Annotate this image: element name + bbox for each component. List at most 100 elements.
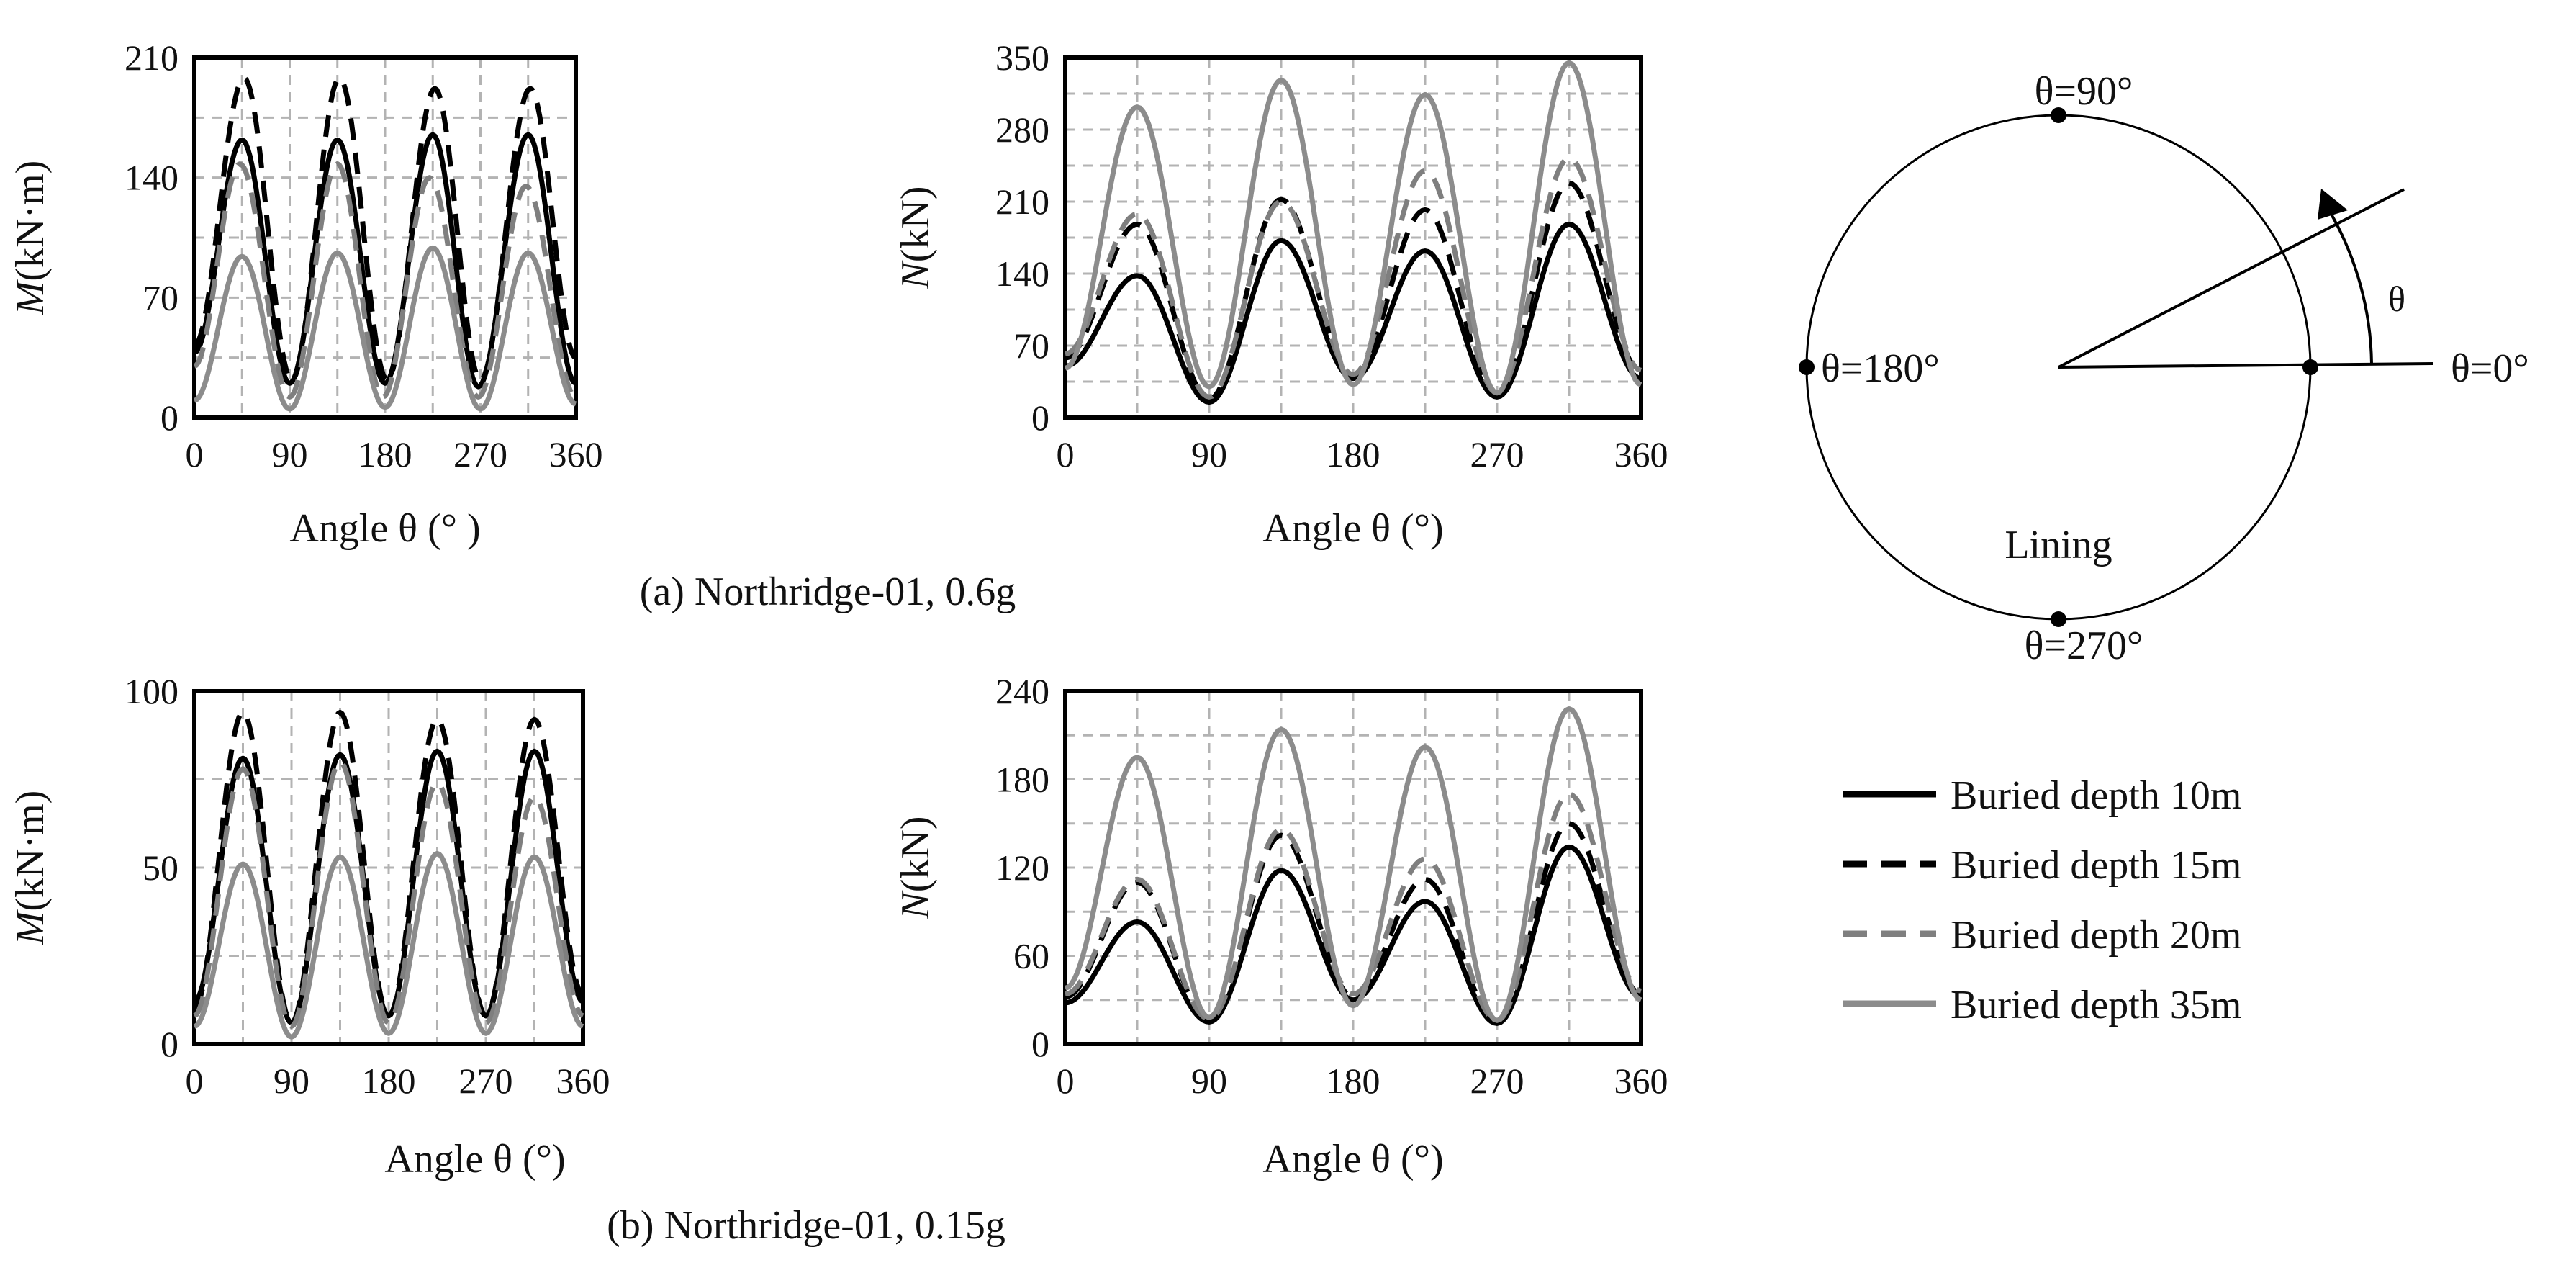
y-tick-label: 0 bbox=[161, 397, 178, 438]
y-tick-label: 0 bbox=[1031, 1024, 1049, 1064]
y-tick-label: 0 bbox=[161, 1024, 178, 1064]
legend-label: Buried depth 15m bbox=[1951, 843, 2241, 888]
series-line bbox=[193, 759, 584, 1029]
caption-a: (a) Northridge-01, 0.6g bbox=[640, 570, 1016, 614]
x-tick-label: 270 bbox=[453, 434, 507, 474]
theta-label: θ bbox=[2388, 279, 2405, 319]
x-tick-label: 90 bbox=[274, 1061, 309, 1101]
y-tick-label: 70 bbox=[1013, 325, 1049, 366]
label-0: θ=0° bbox=[2451, 346, 2529, 391]
label-90: θ=90° bbox=[2035, 69, 2133, 114]
series-line bbox=[193, 850, 584, 1040]
y-tick-label: 0 bbox=[1031, 397, 1049, 438]
y-axis-label: M(kN·m) bbox=[8, 791, 53, 946]
x-axis-label: Angle θ (°) bbox=[384, 1137, 565, 1182]
x-tick-label: 90 bbox=[1191, 434, 1227, 474]
legend-item: Buried depth 15m bbox=[1843, 843, 2241, 888]
legend: Buried depth 10m Buried depth 15m Buried… bbox=[1843, 773, 2241, 1027]
y-tick-label: 140 bbox=[125, 158, 178, 198]
series-line bbox=[193, 245, 577, 412]
x-tick-label: 0 bbox=[1057, 434, 1075, 474]
tick-labels: 0 90 180 270 360 0 70 140 210 bbox=[125, 37, 603, 474]
x-tick-label: 90 bbox=[1191, 1061, 1227, 1101]
chart-b-axial: 0 90 180 270 360 0 60 120 180 240 N(kN) Angle θ (… bbox=[893, 671, 1668, 1182]
x-axis-label: Angle θ (°) bbox=[1262, 506, 1443, 551]
y-axis-label: N(kN) bbox=[893, 186, 938, 289]
arrowhead-icon bbox=[2318, 189, 2348, 220]
series-line bbox=[1065, 156, 1642, 400]
y-tick-label: 280 bbox=[995, 109, 1049, 150]
plot-frame bbox=[192, 689, 585, 1046]
x-tick-label: 0 bbox=[1057, 1061, 1075, 1101]
label-180: θ=180° bbox=[1821, 346, 1940, 391]
x-axis-label: Angle θ (° ) bbox=[289, 506, 480, 551]
series-line bbox=[1065, 791, 1642, 1023]
y-tick-label: 350 bbox=[995, 37, 1049, 78]
legend-label: Buried depth 20m bbox=[1951, 913, 2241, 958]
legend-item: Buried depth 20m bbox=[1843, 913, 2241, 958]
x-tick-label: 90 bbox=[272, 434, 308, 474]
y-tick-label: 240 bbox=[995, 671, 1049, 711]
reference-line bbox=[2058, 362, 2433, 369]
series-line bbox=[193, 709, 584, 1026]
point-90 bbox=[2051, 107, 2066, 123]
series-line bbox=[1064, 706, 1642, 1023]
tick-labels: 0 90 180 270 360 0 60 120 180 240 bbox=[995, 671, 1668, 1101]
x-tick-label: 360 bbox=[1614, 1061, 1668, 1101]
y-tick-label: 120 bbox=[995, 847, 1049, 888]
x-axis-label: Angle θ (°) bbox=[1262, 1137, 1443, 1182]
series-group bbox=[193, 76, 577, 412]
x-tick-label: 0 bbox=[186, 1061, 204, 1101]
series-line bbox=[193, 132, 577, 390]
x-tick-label: 270 bbox=[1470, 434, 1524, 474]
legend-label: Buried depth 10m bbox=[1951, 773, 2241, 818]
gridlines bbox=[194, 58, 576, 418]
y-tick-label: 180 bbox=[995, 760, 1049, 800]
y-tick-label: 210 bbox=[125, 37, 178, 78]
series-line bbox=[1064, 60, 1642, 396]
series-group bbox=[1064, 706, 1642, 1026]
chart-a-axial: 0 90 180 270 360 0 70 140 210 280 350 N(kN) Angle … bbox=[893, 37, 1668, 551]
series-group bbox=[1064, 60, 1642, 405]
x-tick-label: 270 bbox=[1470, 1061, 1524, 1101]
plot-frame bbox=[192, 55, 578, 420]
x-tick-label: 180 bbox=[1327, 434, 1380, 474]
x-tick-label: 270 bbox=[459, 1061, 513, 1101]
chart-a-moment: 0 90 180 270 360 0 70 140 210 M(kN·m) Angle θ (°… bbox=[8, 37, 603, 551]
series-line bbox=[193, 76, 577, 383]
legend-item: Buried depth 35m bbox=[1843, 983, 2241, 1027]
lining-label: Lining bbox=[2005, 523, 2112, 567]
legend-label: Buried depth 35m bbox=[1951, 983, 2241, 1027]
y-tick-label: 140 bbox=[995, 253, 1049, 294]
y-tick-label: 50 bbox=[143, 847, 178, 888]
angle-line bbox=[2058, 188, 2405, 369]
plot-frame bbox=[1063, 55, 1643, 420]
tick-labels: 0 90 180 270 360 0 70 140 210 280 350 bbox=[995, 37, 1668, 474]
lining-diagram: θ θ=90° θ=180° θ=0° θ=270° Lining bbox=[1799, 69, 2529, 668]
label-270: θ=270° bbox=[2025, 624, 2143, 668]
chart-b-moment: 0 90 180 270 360 0 50 100 M(kN·m) Angle θ (°) bbox=[8, 671, 610, 1182]
x-tick-label: 360 bbox=[549, 434, 603, 474]
y-tick-label: 70 bbox=[143, 277, 178, 318]
point-0 bbox=[2302, 359, 2318, 375]
x-tick-label: 180 bbox=[358, 434, 412, 474]
x-tick-label: 360 bbox=[556, 1061, 610, 1101]
series-line bbox=[1065, 844, 1642, 1026]
y-axis-label: M(kN·m) bbox=[8, 161, 53, 316]
y-tick-label: 210 bbox=[995, 181, 1049, 222]
x-tick-label: 0 bbox=[186, 434, 204, 474]
legend-item: Buried depth 10m bbox=[1843, 773, 2241, 818]
y-tick-label: 60 bbox=[1013, 936, 1049, 976]
y-axis-label: N(kN) bbox=[893, 816, 938, 919]
angle-arc bbox=[2328, 211, 2373, 364]
point-180 bbox=[1799, 359, 1815, 375]
caption-b: (b) Northridge-01, 0.15g bbox=[607, 1203, 1005, 1248]
point-270 bbox=[2051, 611, 2066, 627]
tick-labels: 0 90 180 270 360 0 50 100 bbox=[125, 671, 610, 1101]
plot-frame bbox=[1063, 689, 1643, 1046]
x-tick-label: 360 bbox=[1614, 434, 1668, 474]
series-group bbox=[193, 709, 584, 1040]
x-tick-label: 180 bbox=[362, 1061, 416, 1101]
y-tick-label: 100 bbox=[125, 671, 178, 711]
